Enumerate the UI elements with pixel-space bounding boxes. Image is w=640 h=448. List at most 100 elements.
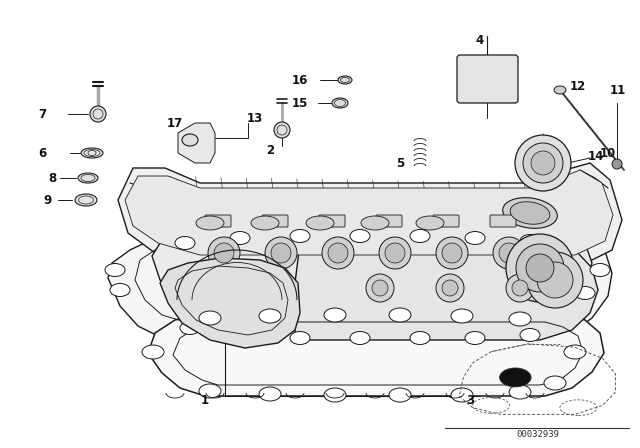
Ellipse shape (230, 328, 250, 341)
Ellipse shape (180, 322, 200, 335)
Text: 00032939: 00032939 (516, 430, 559, 439)
Text: 17: 17 (167, 116, 183, 129)
FancyBboxPatch shape (433, 215, 459, 227)
Ellipse shape (564, 345, 586, 359)
Ellipse shape (361, 216, 389, 230)
FancyBboxPatch shape (457, 55, 518, 103)
Ellipse shape (389, 308, 411, 322)
Text: 10: 10 (600, 146, 616, 159)
Ellipse shape (175, 237, 195, 250)
Ellipse shape (451, 388, 473, 402)
Ellipse shape (105, 263, 125, 276)
Ellipse shape (251, 216, 279, 230)
Text: 1: 1 (201, 393, 209, 406)
Ellipse shape (509, 385, 531, 399)
Ellipse shape (182, 134, 198, 146)
Text: 5: 5 (396, 156, 404, 169)
Circle shape (366, 274, 394, 302)
Text: 7: 7 (38, 108, 46, 121)
Circle shape (90, 106, 106, 122)
Polygon shape (118, 163, 622, 266)
Circle shape (516, 244, 564, 292)
Ellipse shape (520, 234, 540, 247)
Circle shape (274, 122, 290, 138)
Ellipse shape (350, 332, 370, 345)
Text: 14: 14 (588, 150, 604, 163)
Ellipse shape (259, 309, 281, 323)
Polygon shape (152, 226, 592, 305)
Text: 6: 6 (38, 146, 46, 159)
Text: 4: 4 (476, 34, 484, 47)
Ellipse shape (142, 345, 164, 359)
Ellipse shape (575, 287, 595, 300)
Ellipse shape (290, 229, 310, 242)
Circle shape (214, 243, 234, 263)
Ellipse shape (451, 309, 473, 323)
Circle shape (442, 280, 458, 296)
Ellipse shape (554, 86, 566, 94)
FancyBboxPatch shape (205, 215, 231, 227)
Text: 8: 8 (48, 172, 56, 185)
Polygon shape (125, 170, 613, 255)
Ellipse shape (590, 263, 610, 276)
Ellipse shape (410, 332, 430, 345)
Circle shape (506, 234, 574, 302)
Circle shape (499, 243, 519, 263)
Circle shape (527, 252, 583, 308)
Ellipse shape (338, 76, 352, 84)
Polygon shape (178, 123, 215, 163)
Polygon shape (160, 258, 300, 348)
Ellipse shape (199, 311, 221, 325)
Text: 15: 15 (292, 96, 308, 109)
Ellipse shape (350, 229, 370, 242)
Ellipse shape (199, 384, 221, 398)
Circle shape (208, 237, 240, 269)
Ellipse shape (465, 232, 485, 245)
FancyBboxPatch shape (490, 215, 516, 227)
Text: 13: 13 (247, 112, 263, 125)
Circle shape (271, 243, 291, 263)
Ellipse shape (389, 388, 411, 402)
Ellipse shape (324, 388, 346, 402)
Text: 16: 16 (292, 73, 308, 86)
Circle shape (322, 237, 354, 269)
Ellipse shape (332, 98, 348, 108)
Circle shape (328, 243, 348, 263)
Ellipse shape (230, 232, 250, 245)
Ellipse shape (306, 216, 334, 230)
Ellipse shape (502, 198, 557, 228)
Circle shape (531, 151, 555, 175)
Text: 12: 12 (570, 79, 586, 92)
Ellipse shape (410, 229, 430, 242)
Circle shape (500, 368, 531, 387)
Polygon shape (108, 233, 612, 341)
Circle shape (265, 237, 297, 269)
FancyBboxPatch shape (376, 215, 402, 227)
Circle shape (526, 254, 554, 282)
Ellipse shape (465, 332, 485, 345)
Ellipse shape (78, 173, 98, 183)
Circle shape (506, 274, 534, 302)
Circle shape (493, 237, 525, 269)
Circle shape (379, 237, 411, 269)
Circle shape (436, 274, 464, 302)
Circle shape (372, 280, 388, 296)
Ellipse shape (110, 284, 130, 297)
Ellipse shape (324, 308, 346, 322)
Ellipse shape (520, 328, 540, 341)
Ellipse shape (290, 332, 310, 345)
Circle shape (442, 243, 462, 263)
Circle shape (523, 143, 563, 183)
Text: 2: 2 (266, 143, 274, 156)
Circle shape (612, 159, 622, 169)
FancyBboxPatch shape (262, 215, 288, 227)
FancyBboxPatch shape (319, 215, 345, 227)
Text: 9: 9 (44, 194, 52, 207)
Circle shape (512, 280, 528, 296)
Text: 3: 3 (466, 393, 474, 406)
Circle shape (515, 135, 571, 191)
Ellipse shape (544, 376, 566, 390)
Circle shape (385, 243, 405, 263)
Ellipse shape (75, 194, 97, 206)
Circle shape (436, 237, 468, 269)
